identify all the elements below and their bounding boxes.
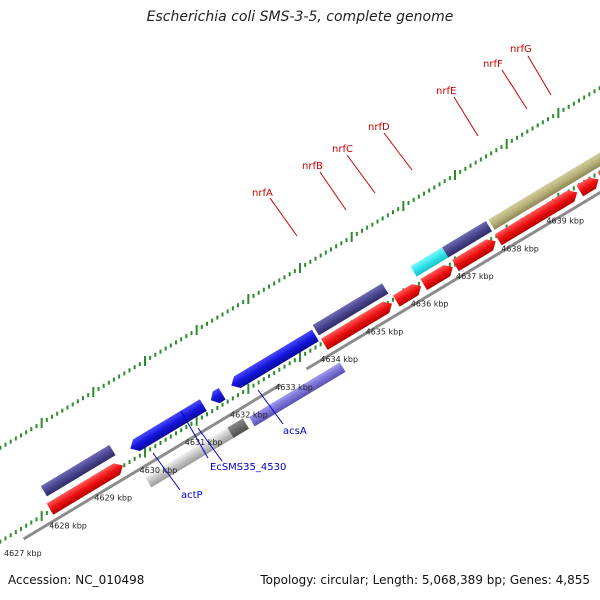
forward-cds-nrfC[interactable] xyxy=(420,261,456,291)
kbp-label: 4638 kbp xyxy=(501,244,539,253)
feature-cyan-nrfC[interactable] xyxy=(410,247,449,277)
nrfE-leader xyxy=(453,96,479,137)
feature-olive-nrfE[interactable] xyxy=(488,142,600,230)
accession-text: Accession: NC_010498 xyxy=(8,573,145,587)
kbp-label: 4632 kbp xyxy=(230,411,268,420)
kbp-label: 4627 kbp xyxy=(4,549,42,558)
gene-label-actP[interactable]: actP xyxy=(181,490,203,501)
forward-cds-nrfB[interactable] xyxy=(392,281,425,307)
kbp-label: 4634 kbp xyxy=(320,355,358,364)
kbp-label: 4635 kbp xyxy=(366,327,404,336)
kbp-label: 4633 kbp xyxy=(275,383,313,392)
kbp-label: 4639 kbp xyxy=(546,217,584,226)
gene-label-nrfE[interactable]: nrfE xyxy=(436,86,456,97)
feature-dark-nrfD[interactable] xyxy=(442,220,493,258)
kbp-label: 4628 kbp xyxy=(49,521,87,530)
kbp-label: 4631 kbp xyxy=(185,438,223,447)
genome-summary-text: Topology: circular; Length: 5,068,389 bp… xyxy=(260,573,590,587)
gene-label-acsA[interactable]: acsA xyxy=(283,426,307,437)
nrfA-leader xyxy=(269,197,298,237)
feature-dark-nrfA[interactable] xyxy=(312,283,389,336)
EcSMS35_4530-leader-2 xyxy=(180,410,209,459)
gene-label-nrfC[interactable]: nrfC xyxy=(332,144,353,155)
kbp-label: 4636 kbp xyxy=(411,300,449,309)
backbone-segment-right xyxy=(305,172,600,371)
reverse-cds-acsA[interactable] xyxy=(228,329,319,392)
gene-label-nrfA[interactable]: nrfA xyxy=(252,188,273,199)
gene-label-EcSMS35_4530[interactable]: EcSMS35_4530 xyxy=(210,462,286,473)
forward-gene-labels: nrfA nrfB nrfC nrfD nrfE nrfF nrfG xyxy=(252,44,552,237)
EcSMS35_4530-leader xyxy=(197,427,223,462)
kbp-label: 4637 kbp xyxy=(456,272,494,281)
forward-cds-nrfD[interactable] xyxy=(452,236,499,272)
forward-cds-nrfA[interactable] xyxy=(320,298,395,350)
gene-label-nrfG[interactable]: nrfG xyxy=(510,44,532,55)
features xyxy=(40,142,600,515)
backbone-track xyxy=(22,172,600,541)
map-title: Escherichia coli SMS-3-5, complete genom… xyxy=(146,9,454,25)
kbp-label: 4629 kbp xyxy=(94,494,132,503)
feature-dark-left[interactable] xyxy=(40,444,116,497)
backbone-segment-left xyxy=(22,383,282,541)
nrfF-leader xyxy=(501,69,528,110)
nrfB-leader xyxy=(319,171,347,211)
forward-cds-nrfE[interactable] xyxy=(494,187,581,246)
kbp-label: 4630 kbp xyxy=(140,466,178,475)
nrfG-leader xyxy=(527,55,552,96)
reverse-cds-actP[interactable] xyxy=(127,399,207,454)
gene-label-nrfB[interactable]: nrfB xyxy=(302,161,323,172)
reverse-gene-labels: actP EcSMS35_4530 acsA xyxy=(152,389,307,501)
actP-gray-feature[interactable] xyxy=(145,424,239,488)
nrfD-leader xyxy=(383,132,413,171)
reverse-cds-EcSMS35_4530[interactable] xyxy=(208,387,226,406)
gene-label-nrfF[interactable]: nrfF xyxy=(483,59,503,70)
forward-cds-nrfF[interactable] xyxy=(576,174,600,197)
kbp-scale-labels: 4627 kbp 4628 kbp 4629 kbp 4630 kbp 4631 kbp… xyxy=(4,217,584,558)
forward-cds-left[interactable] xyxy=(46,460,127,515)
nrfC-leader xyxy=(346,154,376,194)
gray-feature-dark-end[interactable] xyxy=(227,418,249,438)
gene-label-nrfD[interactable]: nrfD xyxy=(368,122,390,133)
outer-tick-ring xyxy=(0,86,600,450)
actP-leader xyxy=(152,452,181,491)
acsA-leader xyxy=(257,389,284,425)
